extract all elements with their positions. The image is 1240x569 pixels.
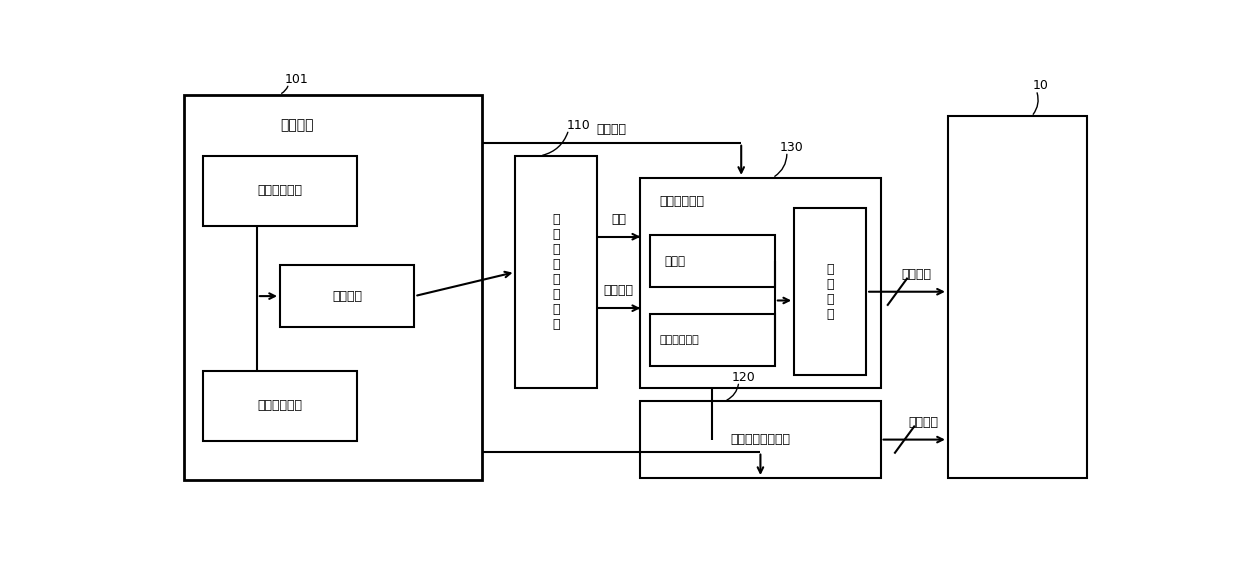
Text: 容许电压范围: 容许电压范围 (660, 335, 699, 345)
Bar (640, 178, 880, 388)
Text: 基准电压: 基准电压 (901, 267, 931, 281)
Text: 130: 130 (780, 141, 804, 154)
Text: 接地: 接地 (611, 213, 626, 226)
Bar (203, 370, 357, 440)
Text: 时序单元: 时序单元 (280, 118, 314, 132)
Text: 110: 110 (567, 119, 590, 132)
Text: 控制信号: 控制信号 (596, 123, 626, 136)
Text: 10: 10 (1033, 79, 1049, 92)
Bar (650, 314, 775, 366)
Bar (184, 94, 481, 480)
Bar (516, 156, 598, 388)
Text: 第二电压产生单元: 第二电压产生单元 (730, 433, 790, 446)
Bar (640, 401, 880, 478)
Text: 本帧画面数据: 本帧画面数据 (258, 399, 303, 412)
Text: 基
准
电
压: 基 准 电 压 (826, 263, 833, 321)
Text: 101: 101 (285, 73, 309, 86)
Bar (650, 235, 775, 287)
Text: 第一电压: 第一电压 (604, 284, 634, 297)
Text: 标准值: 标准值 (665, 254, 686, 267)
Text: 第二电压: 第二电压 (909, 415, 939, 428)
Bar (947, 117, 1087, 478)
Text: 120: 120 (732, 370, 755, 384)
Text: 控制信号: 控制信号 (332, 290, 362, 303)
Bar (203, 156, 357, 226)
Bar (794, 208, 866, 375)
Text: 前帧画面数据: 前帧画面数据 (258, 184, 303, 197)
Bar (280, 265, 414, 327)
Text: 电压调节单元: 电压调节单元 (660, 195, 704, 208)
Text: 第
一
电
压
产
生
单
元: 第 一 电 压 产 生 单 元 (553, 213, 560, 331)
